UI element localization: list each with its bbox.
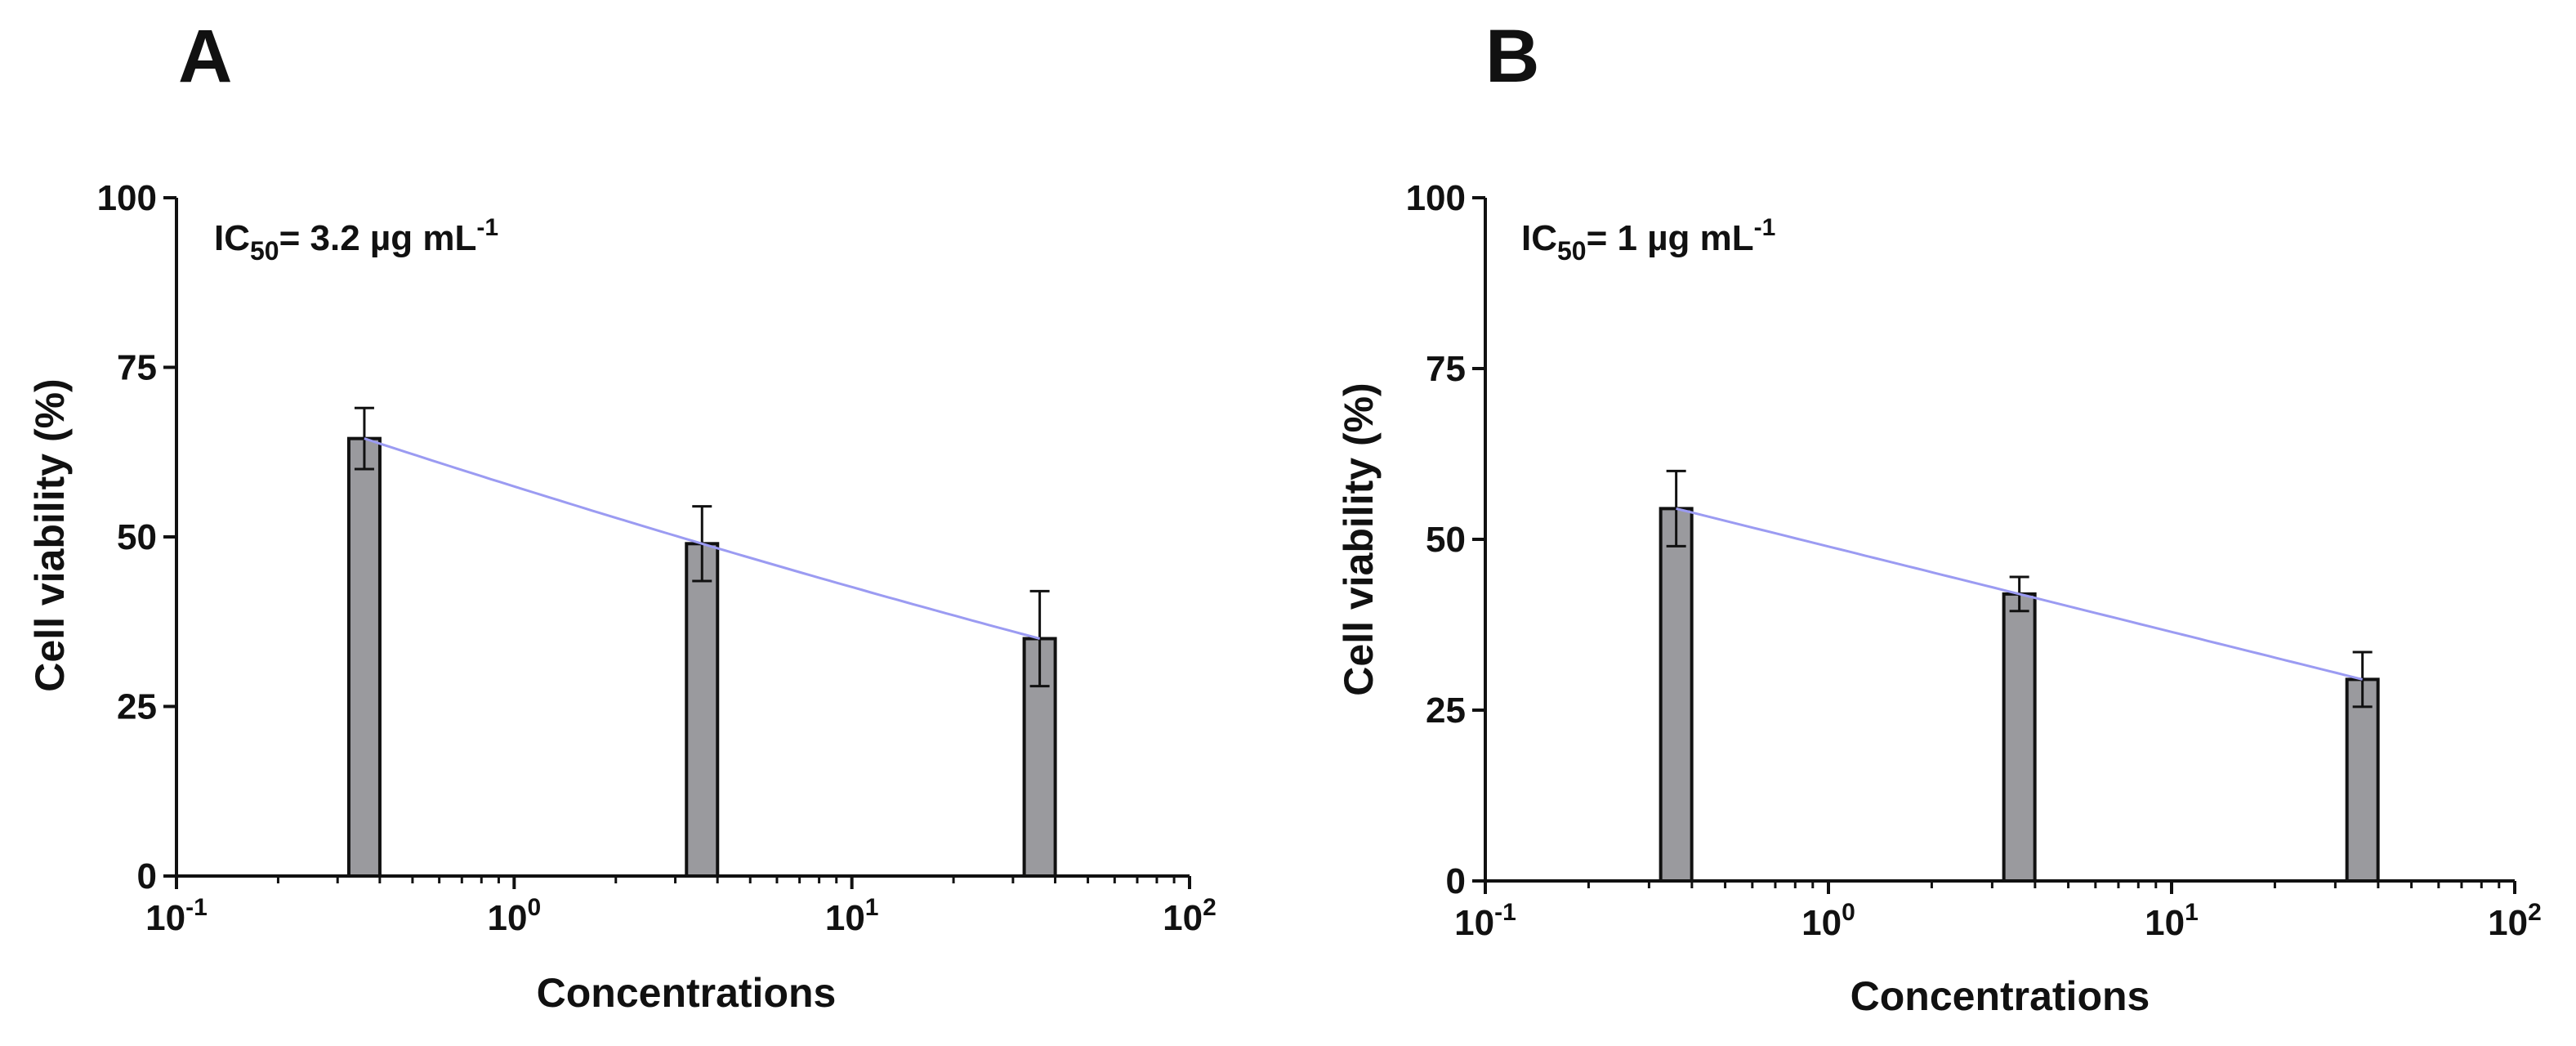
y-tick-label: 100	[97, 178, 157, 218]
bar	[685, 542, 720, 878]
bar	[2345, 677, 2380, 883]
y-tick-label: 50	[117, 517, 157, 557]
y-tick-labels-b: 0 25 50 75 100	[1406, 178, 1466, 901]
x-tick-label: 10-1	[145, 894, 208, 938]
ic50-annotation-a: IC50= 3.2 µg mL-1	[214, 214, 498, 266]
plot-marks-b	[1472, 196, 2516, 894]
fit-curve	[1676, 507, 2363, 681]
panel-label-b: B	[1485, 15, 1539, 98]
y-tick-labels-a: 0 25 50 75 100	[97, 178, 157, 896]
y-tick-label: 0	[137, 856, 157, 896]
panel-label-a: A	[178, 15, 232, 98]
y-tick-label: 75	[1426, 349, 1466, 389]
x-tick-label: 102	[2488, 899, 2542, 943]
x-tick-label: 100	[488, 894, 542, 938]
bar	[346, 436, 382, 878]
y-tick-label: 0	[1446, 861, 1466, 901]
ic50-subscript-a: 50	[250, 236, 279, 266]
ic50-value-a: = 3.2 µg mL	[279, 218, 477, 258]
x-axis-title-b: Concentrations	[1851, 973, 2150, 1019]
bar	[2002, 592, 2037, 883]
x-tick-label: 102	[1163, 894, 1217, 938]
panel-a: A IC50= 3.2 µg mL-1 Concentrations Cell …	[27, 15, 1217, 1016]
x-axis-title-a: Concentrations	[537, 970, 837, 1016]
ic50-value-b: = 1 µg mL	[1587, 218, 1754, 258]
x-tick-labels-b: 10-1 100 101 102	[1454, 899, 2542, 943]
y-tick-label: 100	[1406, 178, 1466, 218]
y-tick-label: 25	[1426, 691, 1466, 731]
panel-b: B IC50= 1 µg mL-1 Concentrations Cell vi…	[1336, 15, 2542, 1019]
bar	[1659, 507, 1694, 883]
x-tick-label: 10-1	[1454, 899, 1516, 943]
ic50-prefix-a: IC	[214, 218, 250, 258]
x-tick-label: 101	[2145, 899, 2199, 943]
y-tick-label: 25	[117, 687, 157, 727]
y-axis-title-a: Cell viability (%)	[27, 378, 73, 691]
y-tick-label: 75	[117, 348, 157, 388]
plot-marks-a	[163, 196, 1191, 889]
fit-curve	[364, 437, 1040, 640]
y-axis-title-b: Cell viability (%)	[1336, 382, 1382, 695]
x-tick-label: 100	[1801, 899, 1855, 943]
ic50-subscript-b: 50	[1557, 236, 1587, 266]
ic50-superscript-b: -1	[1754, 214, 1776, 241]
ic50-annotation-b: IC50= 1 µg mL-1	[1521, 214, 1775, 266]
y-tick-label: 50	[1426, 520, 1466, 560]
x-tick-label: 101	[825, 894, 879, 938]
x-tick-labels-a: 10-1 100 101 102	[145, 894, 1217, 938]
ic50-superscript-a: -1	[476, 214, 498, 241]
ic50-prefix-b: IC	[1521, 218, 1557, 258]
